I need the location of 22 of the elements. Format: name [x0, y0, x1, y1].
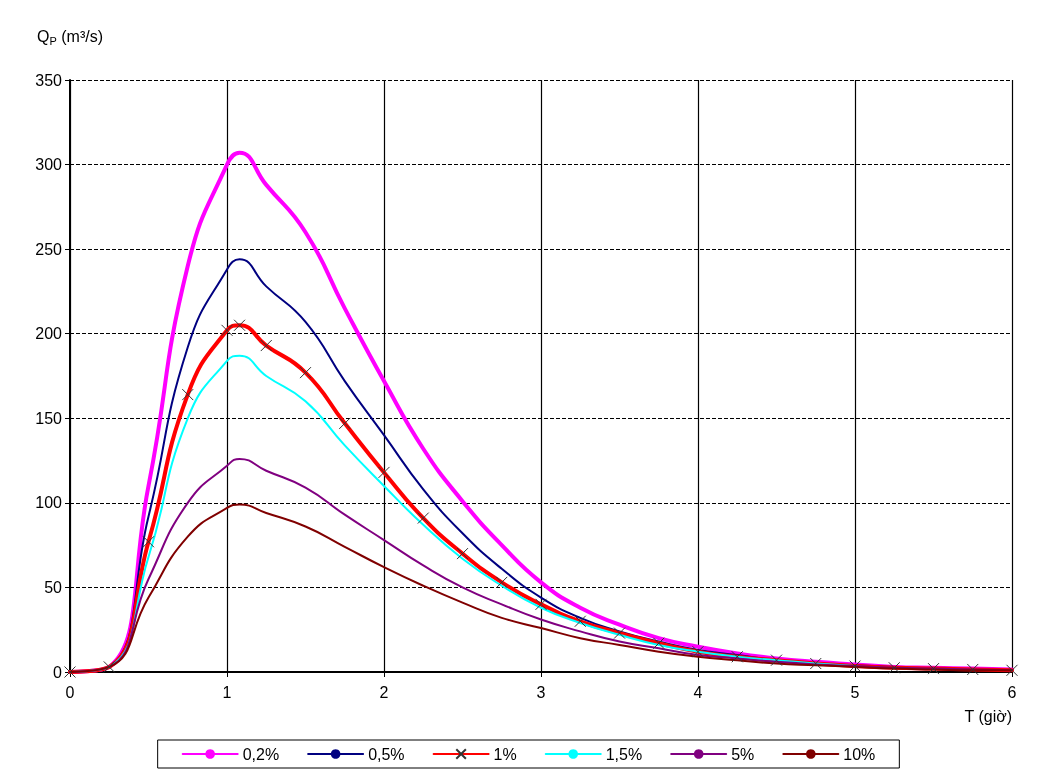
- y-tick-label: 50: [44, 578, 63, 596]
- x-tick-label: 0: [65, 683, 75, 701]
- legend-label: 0,5%: [368, 745, 405, 763]
- x-tick-label: 3: [536, 683, 546, 701]
- x-tick-label: 2: [379, 683, 389, 701]
- legend-label: 0,2%: [242, 745, 280, 763]
- x-tick-label: 4: [693, 683, 703, 701]
- y-tick-label: 100: [35, 494, 63, 512]
- x-tick-label: 6: [1007, 683, 1017, 701]
- y-tick-label: 200: [35, 325, 63, 343]
- y-tick-label: 300: [35, 156, 63, 174]
- x-tick-label: 1: [222, 683, 232, 701]
- legend-label: 10%: [843, 745, 876, 763]
- y-tick-label: 350: [35, 71, 63, 89]
- y-tick-label: 0: [53, 663, 63, 681]
- x-axis-title: T (giờ): [964, 707, 1012, 725]
- legend-label: 5%: [731, 745, 755, 763]
- y-tick-label: 150: [35, 409, 63, 427]
- y-tick-label: 250: [35, 240, 63, 258]
- x-tick-label: 5: [850, 683, 860, 701]
- legend-label: 1%: [493, 745, 517, 763]
- legend-label: 1,5%: [605, 745, 643, 763]
